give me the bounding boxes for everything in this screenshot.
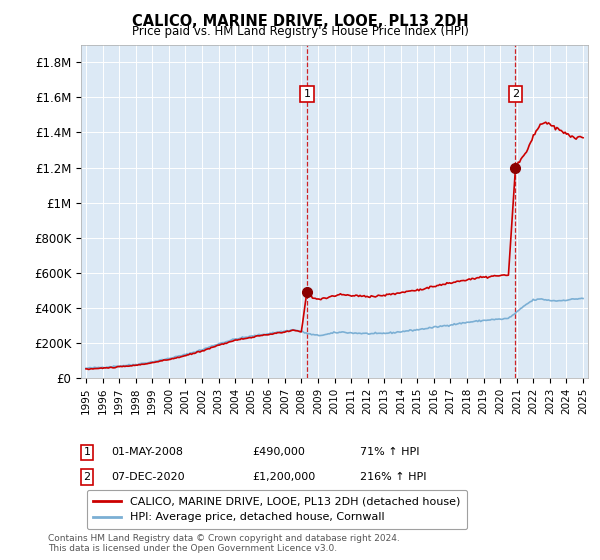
Text: 01-MAY-2008: 01-MAY-2008 — [111, 447, 183, 458]
Text: Contains HM Land Registry data © Crown copyright and database right 2024.
This d: Contains HM Land Registry data © Crown c… — [48, 534, 400, 553]
Text: £1,200,000: £1,200,000 — [252, 472, 315, 482]
Text: £490,000: £490,000 — [252, 447, 305, 458]
Text: Price paid vs. HM Land Registry's House Price Index (HPI): Price paid vs. HM Land Registry's House … — [131, 25, 469, 38]
Text: 71% ↑ HPI: 71% ↑ HPI — [360, 447, 419, 458]
Text: 2: 2 — [83, 472, 91, 482]
Legend: CALICO, MARINE DRIVE, LOOE, PL13 2DH (detached house), HPI: Average price, detac: CALICO, MARINE DRIVE, LOOE, PL13 2DH (de… — [86, 490, 467, 529]
Text: 1: 1 — [304, 89, 310, 99]
Text: 2: 2 — [512, 89, 519, 99]
Text: CALICO, MARINE DRIVE, LOOE, PL13 2DH: CALICO, MARINE DRIVE, LOOE, PL13 2DH — [131, 14, 469, 29]
Text: 1: 1 — [83, 447, 91, 458]
Text: 07-DEC-2020: 07-DEC-2020 — [111, 472, 185, 482]
Text: 216% ↑ HPI: 216% ↑ HPI — [360, 472, 427, 482]
